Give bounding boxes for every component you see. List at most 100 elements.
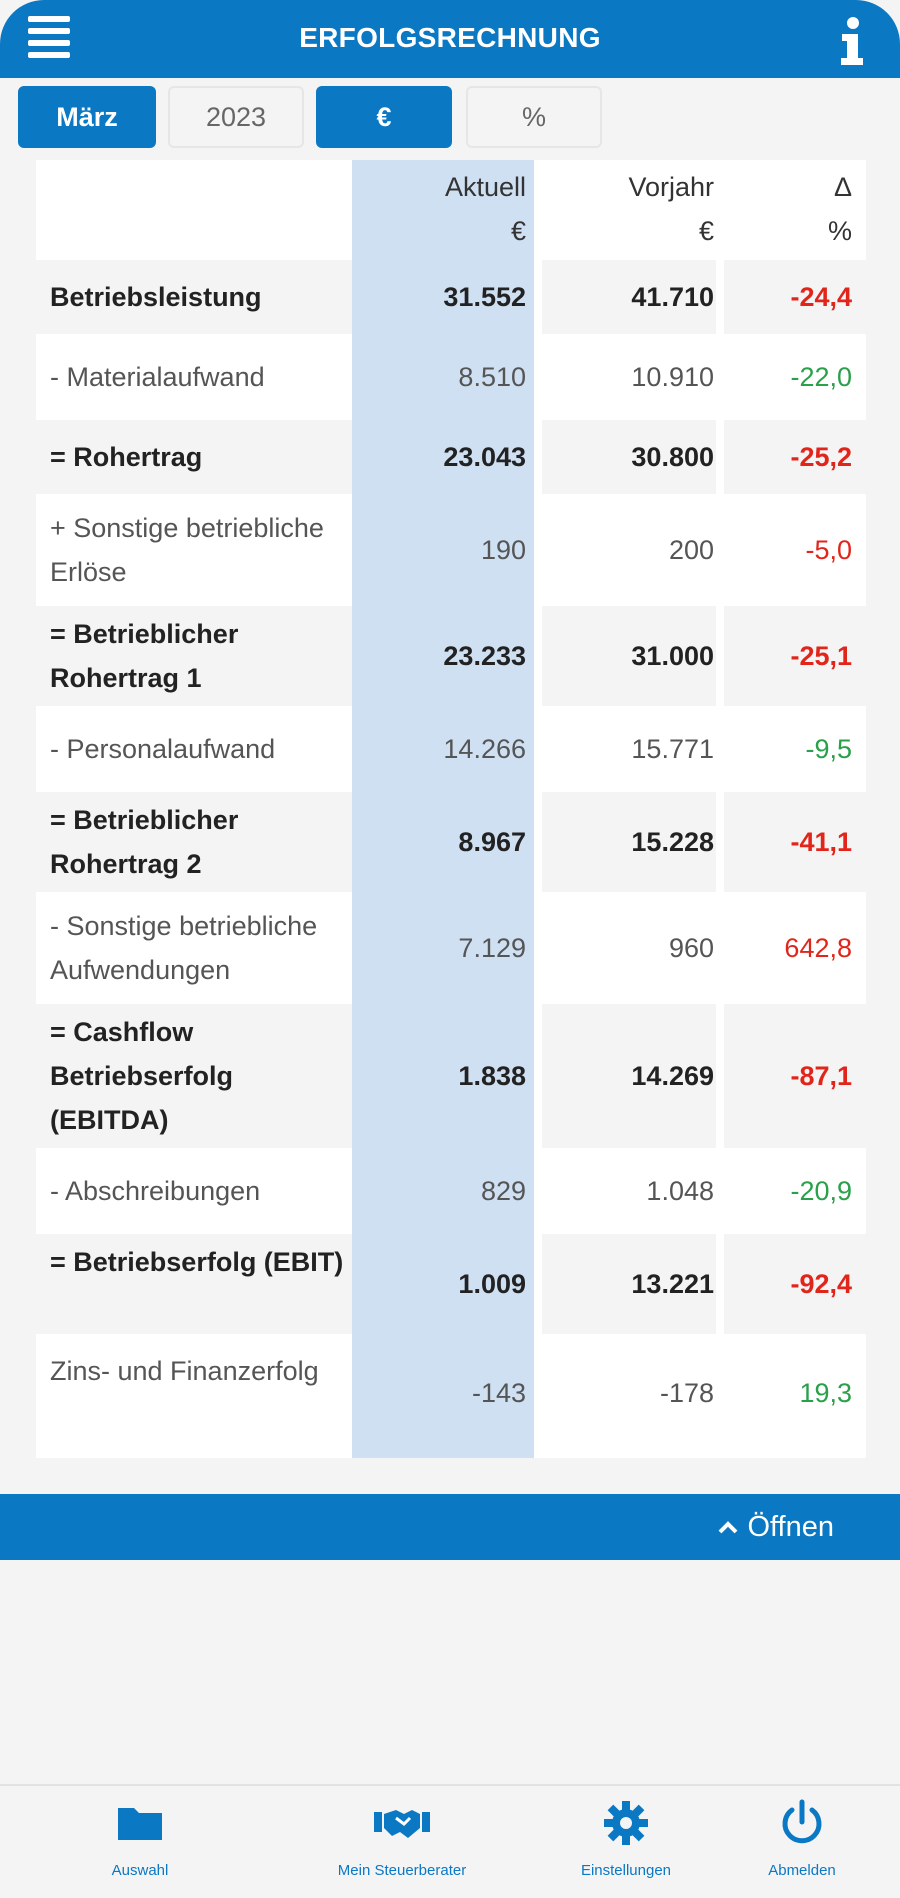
cell-aktuell: 829 — [480, 1175, 526, 1206]
cell-aktuell: 23.043 — [352, 420, 534, 494]
info-icon[interactable] — [838, 16, 866, 66]
gear-icon — [604, 1801, 648, 1845]
cell-aktuell: 8.510 — [458, 361, 526, 392]
cell-vorjahr: 15.771 — [631, 733, 714, 764]
cell-vorjahr: 1.048 — [646, 1175, 714, 1206]
column-divider — [534, 606, 542, 706]
year-filter-button[interactable]: 2023 — [168, 86, 304, 148]
table-row[interactable]: = Betrieblicher Rohertrag 1 23.233 31.000 -… — [36, 606, 866, 706]
column-divider — [716, 712, 724, 786]
column-divider — [534, 1340, 542, 1446]
tab-label: Mein Steuerberater — [337, 1862, 467, 1879]
column-divider — [716, 898, 724, 998]
tab-label: Abmelden — [768, 1862, 836, 1879]
cell-delta: -22,0 — [790, 361, 852, 392]
cell-delta: -92,4 — [790, 1268, 852, 1299]
tab-einstellungen[interactable]: Einstellungen — [526, 1798, 726, 1879]
column-divider — [716, 260, 724, 334]
cell-vorjahr: 41.710 — [631, 281, 714, 312]
table-row[interactable]: - Personalaufwand 14.266 15.771 -9,5 — [36, 712, 866, 786]
row-label: - Abschreibungen — [50, 1176, 261, 1206]
cell-delta: -24,4 — [790, 281, 852, 312]
table-header: Aktuell € Vorjahr € Δ % — [36, 160, 866, 256]
cell-aktuell: 8.967 — [352, 792, 534, 892]
currency-toggle-button[interactable]: € — [316, 86, 452, 148]
open-panel-button[interactable]: Öffnen — [717, 1494, 834, 1560]
column-divider — [716, 1004, 724, 1148]
cell-vorjahr: 30.800 — [631, 441, 714, 472]
tab-mein-steuerberater[interactable]: Mein Steuerberater — [302, 1798, 502, 1879]
cell-vorjahr: 10.910 — [631, 361, 714, 392]
tab-auswahl[interactable]: Auswahl — [40, 1798, 240, 1879]
income-statement-table: Aktuell € Vorjahr € Δ % Betriebsleistung… — [36, 160, 866, 1458]
tab-label: Auswahl — [111, 1862, 169, 1879]
column-divider — [534, 792, 542, 892]
column-divider — [534, 898, 542, 998]
table-row[interactable]: Zins- und Finanzerfolg -143 -178 19,3 — [36, 1340, 866, 1446]
table-row[interactable]: - Sonstige betriebliche Aufwendungen 7.12… — [36, 898, 866, 998]
page-title: ERFOLGSRECHNUNG — [299, 22, 601, 53]
column-divider — [716, 792, 724, 892]
table-row[interactable]: = Betrieblicher Rohertrag 2 8.967 15.228 -4… — [36, 792, 866, 892]
cell-delta: -5,0 — [805, 534, 852, 565]
percent-toggle-button[interactable]: % — [466, 86, 602, 148]
column-divider — [716, 606, 724, 706]
cell-delta: -25,1 — [790, 640, 852, 671]
column-divider — [716, 1154, 724, 1228]
column-divider — [534, 340, 542, 414]
cell-vorjahr: 13.221 — [631, 1268, 714, 1299]
table-row[interactable]: - Abschreibungen 829 1.048 -20,9 — [36, 1154, 866, 1228]
month-filter-button[interactable]: März — [18, 86, 156, 148]
row-label: + Sonstige betriebliche Erlöse — [50, 513, 324, 587]
table-row[interactable]: = Betriebserfolg (EBIT) 1.009 13.221 -92,4 — [36, 1234, 866, 1334]
cell-vorjahr: -178 — [659, 1377, 714, 1408]
row-label: - Sonstige betriebliche Aufwendungen — [50, 911, 318, 985]
details-panel-bar: Öffnen — [0, 1494, 900, 1560]
cell-aktuell: 23.233 — [352, 606, 534, 706]
column-divider — [716, 1340, 724, 1446]
cell-vorjahr: 960 — [668, 932, 714, 963]
menu-icon[interactable] — [28, 14, 72, 58]
tab-abmelden[interactable]: Abmelden — [702, 1798, 900, 1879]
column-divider — [534, 1154, 542, 1228]
row-label: - Materialaufwand — [50, 362, 265, 392]
cell-delta: -25,2 — [790, 441, 852, 472]
row-label: = Betriebserfolg (EBIT) — [50, 1247, 344, 1277]
cell-delta: 19,3 — [799, 1377, 852, 1408]
cell-aktuell: 7.129 — [458, 932, 526, 963]
column-divider — [534, 712, 542, 786]
table-row[interactable]: = Rohertrag 23.043 30.800 -25,2 — [36, 420, 866, 494]
table-row[interactable]: = Cashflow Betriebserfolg (EBITDA) 1.838 1… — [36, 1004, 866, 1148]
cell-delta: -87,1 — [790, 1060, 852, 1091]
column-divider — [534, 260, 542, 334]
cell-aktuell: 31.552 — [352, 260, 534, 334]
table-row[interactable]: - Materialaufwand 8.510 10.910 -22,0 — [36, 340, 866, 414]
cell-aktuell: 14.266 — [443, 733, 526, 764]
column-unit-aktuell: € — [510, 216, 526, 246]
table-row[interactable]: + Sonstige betriebliche Erlöse 190 200 -5,0 — [36, 500, 866, 600]
column-divider — [534, 420, 542, 494]
column-header-vorjahr: Vorjahr — [628, 172, 714, 202]
cell-delta: 642,8 — [784, 932, 852, 963]
chevron-up-icon — [719, 1521, 738, 1534]
cell-vorjahr: 14.269 — [631, 1060, 714, 1091]
column-divider — [716, 500, 724, 600]
table-row[interactable]: Betriebsleistung 31.552 41.710 -24,4 — [36, 260, 866, 334]
column-header-aktuell: Aktuell — [444, 172, 526, 202]
cell-delta: -41,1 — [790, 826, 852, 857]
row-label: = Cashflow Betriebserfolg (EBITDA) — [50, 1017, 234, 1135]
column-divider — [716, 1234, 724, 1334]
column-unit-delta: % — [827, 216, 852, 246]
tab-label: Einstellungen — [580, 1862, 672, 1879]
cell-vorjahr: 200 — [668, 534, 714, 565]
row-label: Betriebsleistung — [50, 282, 262, 312]
row-label: = Betrieblicher Rohertrag 2 — [50, 805, 239, 879]
cell-aktuell: 1.838 — [352, 1004, 534, 1148]
cell-delta: -20,9 — [790, 1175, 852, 1206]
app-header: ERFOLGSRECHNUNG — [0, 0, 900, 78]
cell-delta: -9,5 — [805, 733, 852, 764]
cell-aktuell: 1.009 — [352, 1234, 534, 1334]
bottom-tab-bar: Auswahl Mein Steuerberater Einstellungen — [0, 1784, 900, 1898]
open-panel-label: Öffnen — [747, 1510, 834, 1543]
column-divider — [534, 500, 542, 600]
